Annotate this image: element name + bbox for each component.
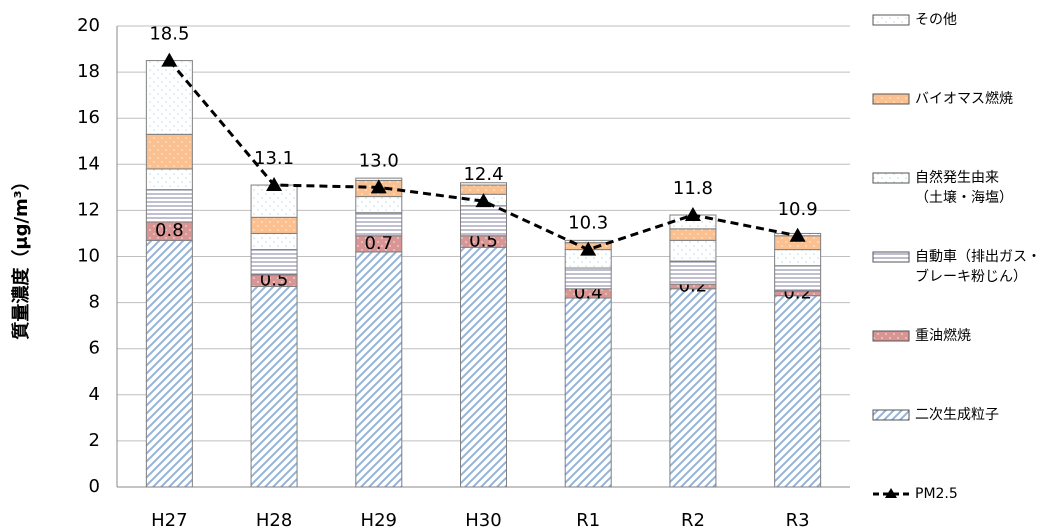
pm25-marker xyxy=(475,193,492,208)
bar-segment xyxy=(669,288,717,488)
legend-label: 自然発生由来（土壌・海塩） xyxy=(915,169,1013,206)
x-tick-label: H27 xyxy=(151,510,187,530)
x-tick-label: R3 xyxy=(786,510,810,530)
y-tick-label: 18 xyxy=(77,61,100,82)
pm25-label: 18.5 xyxy=(149,24,189,45)
bar-segment xyxy=(355,196,403,214)
bar-segment xyxy=(774,249,822,267)
pm25-marker xyxy=(684,207,701,222)
bar-segment xyxy=(355,251,403,488)
legend-marker xyxy=(885,488,897,498)
y-axis-label: 質量濃度（μg/m³） xyxy=(10,172,32,339)
y-tick-label: 0 xyxy=(89,476,100,497)
bar-segment xyxy=(145,133,193,170)
legend-label: 自動車（排出ガス・ブレーキ粉じん） xyxy=(915,248,1041,285)
data-label: 0.8 xyxy=(155,220,184,241)
y-tick-label: 2 xyxy=(89,430,100,451)
bar-segment xyxy=(774,265,822,292)
y-tick-label: 20 xyxy=(77,15,100,36)
pm25-label: 10.9 xyxy=(778,199,818,220)
pm25-marker xyxy=(266,177,283,192)
bar-segment xyxy=(460,184,507,195)
y-tick-label: 10 xyxy=(77,246,100,267)
bar-segment xyxy=(250,232,298,251)
bar-segment xyxy=(250,249,298,276)
legend-swatch xyxy=(872,14,910,26)
pm25-label: 13.1 xyxy=(254,148,294,169)
pm25-label: 12.4 xyxy=(463,164,503,185)
data-label: 0.7 xyxy=(364,233,393,254)
y-tick-label: 14 xyxy=(77,153,100,174)
legend-label: 二次生成粒子 xyxy=(915,407,999,423)
bar-segment xyxy=(564,297,612,488)
bar-segment xyxy=(145,239,193,488)
x-tick-label: H30 xyxy=(465,510,501,530)
y-tick-label: 12 xyxy=(77,199,100,220)
bar-segment xyxy=(355,212,403,237)
pm25-label: 11.8 xyxy=(673,178,713,199)
legend-swatch xyxy=(872,409,910,421)
pm25-label: 10.3 xyxy=(568,213,608,234)
y-tick-label: 4 xyxy=(89,384,100,405)
bar-segment xyxy=(669,228,717,241)
y-tick-label: 16 xyxy=(77,107,100,128)
bar-segment xyxy=(460,205,507,237)
x-tick-label: H28 xyxy=(256,510,292,530)
legend-label: その他 xyxy=(915,12,957,28)
bar-segment xyxy=(564,267,612,290)
pm25-marker xyxy=(580,241,597,256)
bar-segment xyxy=(145,189,193,223)
legend-label: 重油燃焼 xyxy=(915,327,971,344)
x-tick-label: R2 xyxy=(681,510,705,530)
pm25-marker xyxy=(370,179,387,194)
bar-segment xyxy=(460,182,507,186)
bar-segment xyxy=(145,60,193,135)
pm25-marker xyxy=(161,52,178,67)
bar-segment xyxy=(669,260,717,285)
legend-label: バイオマス燃焼 xyxy=(915,90,1013,107)
x-tick-label: H29 xyxy=(361,510,397,530)
y-tick-label: 8 xyxy=(89,292,100,313)
bar-segment xyxy=(460,246,507,488)
bar-segment xyxy=(250,285,298,488)
bar-segment xyxy=(669,239,717,262)
legend-swatch xyxy=(872,93,910,105)
x-tick-label: R1 xyxy=(576,510,600,530)
pm25-marker xyxy=(789,227,806,242)
legend-swatch xyxy=(872,330,910,342)
bar-segment xyxy=(250,216,298,234)
legend-label: PM2.5 xyxy=(915,486,958,502)
legend-swatch xyxy=(872,172,910,184)
y-tick-label: 6 xyxy=(89,338,100,359)
bar-segment xyxy=(145,168,193,191)
pm25-label: 13.0 xyxy=(359,150,399,171)
legend-swatch xyxy=(872,251,910,263)
bar-segment xyxy=(774,295,822,488)
